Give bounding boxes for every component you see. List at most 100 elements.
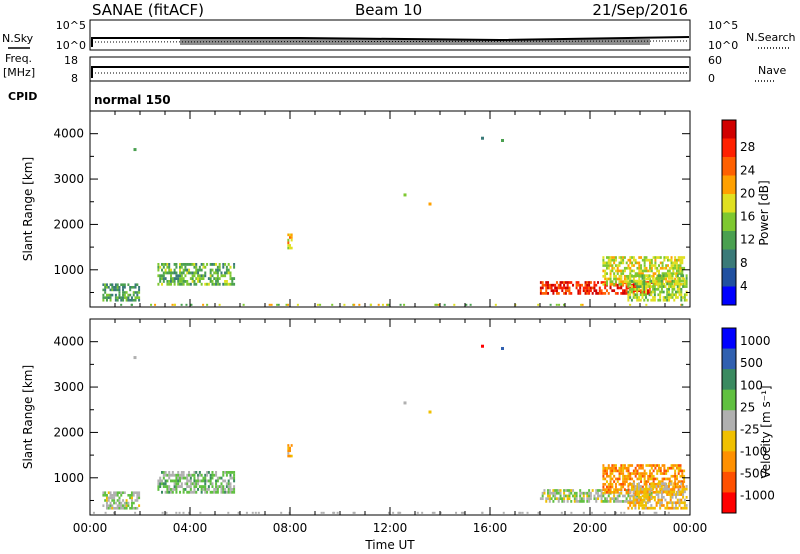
nsearch-trace	[91, 40, 690, 43]
velocity-data-cell	[647, 477, 650, 481]
power-data-cell	[168, 265, 171, 269]
power-data-cell	[138, 296, 141, 299]
velocity-data-cell	[229, 482, 232, 486]
velocity-data-cell	[116, 506, 119, 510]
velocity-data-cell	[322, 511, 325, 514]
velocity-data-cell	[616, 497, 619, 501]
velocity-data-cell	[563, 500, 566, 503]
velocity-data-cell	[218, 476, 221, 480]
power-data-cell	[177, 282, 180, 286]
velocity-data-cell	[672, 466, 675, 470]
velocity-data-cell	[568, 489, 571, 492]
power-data-cell	[667, 277, 670, 280]
velocity-data-cell	[666, 485, 669, 488]
power-data-cell	[177, 274, 180, 278]
velocity-data-cell	[660, 490, 663, 494]
power-data-cell	[607, 266, 610, 270]
power-data-cell	[157, 282, 160, 286]
velocity-data-cell	[605, 469, 608, 473]
power-colorbar-segment	[722, 249, 736, 269]
velocity-data-cell	[231, 490, 234, 494]
power-colorbar-segment	[722, 157, 736, 176]
power-data-cell	[164, 277, 167, 281]
velocity-data-cell	[597, 491, 600, 495]
velocity-data-cell	[643, 498, 646, 502]
velocity-data-cell	[227, 479, 230, 483]
velocity-data-cell	[629, 494, 632, 498]
velocity-data-cell	[290, 454, 293, 458]
velocity-data-cell	[634, 506, 637, 510]
velocity-data-cell	[679, 474, 682, 478]
velocity-data-cell	[648, 485, 651, 488]
power-data-cell	[671, 277, 674, 280]
power-data-cell	[670, 261, 673, 265]
velocity-data-cell	[563, 491, 566, 495]
velocity-data-cell	[130, 504, 133, 507]
velocity-data-cell	[225, 482, 228, 486]
velocity-data-cell	[625, 489, 628, 492]
power-data-cell	[659, 290, 662, 294]
velocity-data-cell	[675, 504, 678, 507]
power-data-point	[403, 193, 407, 197]
power-data-cell	[620, 292, 623, 295]
power-colorbar-tick: 16	[740, 210, 755, 224]
velocity-xtick-label: 08:00	[273, 521, 308, 535]
freq-tick-bottom: 8	[71, 72, 78, 85]
power-data-cell	[657, 293, 660, 297]
power-data-cell	[161, 282, 164, 286]
velocity-data-cell	[193, 490, 196, 494]
power-data-cell	[668, 272, 671, 275]
power-data-cell	[664, 298, 667, 302]
power-data-cell	[630, 298, 633, 302]
power-data-cell	[616, 283, 619, 287]
power-data-cell	[577, 281, 580, 284]
velocity-data-cell	[175, 511, 178, 514]
power-ytick-label: 4000	[53, 127, 84, 141]
velocity-data-cell	[575, 500, 578, 503]
power-data-cell	[648, 285, 651, 288]
velocity-data-cell	[107, 504, 110, 507]
power-data-cell	[666, 298, 669, 302]
velocity-data-cell	[552, 491, 555, 495]
velocity-data-cell	[629, 464, 632, 467]
velocity-data-cell	[572, 494, 575, 498]
velocity-data-cell	[618, 466, 621, 470]
velocity-data-cell	[637, 485, 640, 488]
velocity-data-cell	[179, 473, 182, 477]
velocity-data-cell	[666, 487, 669, 491]
power-data-cell	[136, 283, 139, 286]
power-colorbar-segment	[722, 268, 736, 287]
power-data-cell	[184, 268, 187, 272]
velocity-data-cell	[189, 476, 192, 480]
nsearch-label: N.Search	[746, 31, 796, 44]
velocity-data-cell	[625, 480, 628, 483]
power-data-cell	[584, 292, 587, 295]
velocity-data-cell	[632, 482, 635, 486]
power-data-cell	[680, 274, 683, 278]
velocity-data-cell	[215, 479, 218, 483]
velocity-data-cell	[568, 494, 571, 498]
power-data-cell	[675, 290, 678, 294]
power-data-cell	[162, 271, 165, 275]
power-data-cell	[170, 280, 173, 283]
power-data-cell	[222, 274, 225, 278]
velocity-data-cell	[636, 487, 639, 491]
velocity-data-cell	[573, 500, 576, 503]
velocity-data-cell	[195, 490, 198, 494]
velocity-data-cell	[650, 485, 653, 488]
power-data-cell	[123, 286, 126, 289]
velocity-data-cell	[643, 480, 646, 483]
power-data-cell	[218, 262, 221, 266]
power-data-cell	[643, 279, 646, 283]
velocity-data-cell	[659, 504, 662, 507]
power-data-cell	[287, 246, 290, 250]
power-data-cell	[648, 293, 651, 297]
power-data-cell	[650, 264, 653, 267]
velocity-data-cell	[671, 501, 674, 505]
velocity-data-cell	[637, 493, 640, 496]
velocity-data-cell	[563, 494, 566, 498]
power-data-cell	[572, 283, 575, 287]
power-data-cell	[159, 265, 162, 269]
velocity-data-cell	[634, 493, 637, 496]
velocity-data-cell	[685, 485, 688, 488]
